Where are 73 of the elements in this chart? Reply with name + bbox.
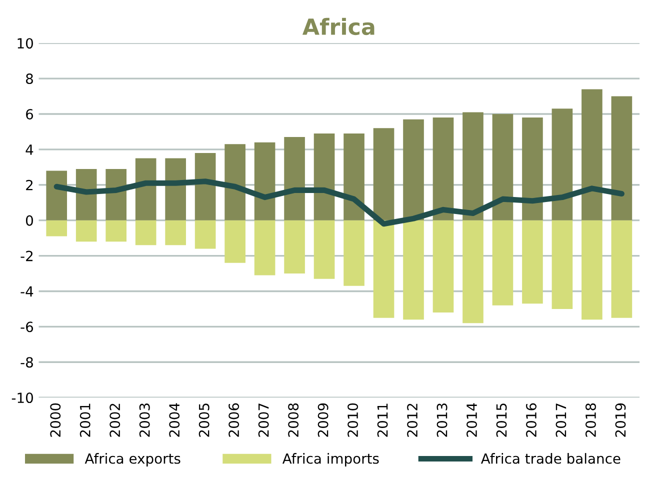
y-tick-label: -10 xyxy=(12,392,33,404)
bar xyxy=(254,220,276,276)
bar xyxy=(76,220,97,242)
y-tick-label: -8 xyxy=(20,357,33,368)
bar xyxy=(254,142,276,220)
x-tick-label: 2007 xyxy=(258,404,269,437)
y-tick-label: -2 xyxy=(20,250,33,262)
bar xyxy=(522,118,543,220)
x-tick-label: 2011 xyxy=(377,404,388,437)
bar xyxy=(611,96,632,220)
x-tick-label: 2008 xyxy=(288,403,299,437)
x-tick-label: 2006 xyxy=(228,403,240,437)
y-tick-label: 6 xyxy=(26,108,34,120)
bar xyxy=(284,220,305,274)
legend-label: Africa imports xyxy=(282,453,379,466)
x-tick-label: 2002 xyxy=(110,404,120,437)
bar xyxy=(46,170,68,220)
bar xyxy=(224,220,246,263)
x-tick-label: 2013 xyxy=(436,404,448,437)
bar xyxy=(373,128,394,220)
x-tick-label: 2018 xyxy=(585,403,596,437)
x-tick-label: 2014 xyxy=(466,403,478,437)
bar xyxy=(462,112,484,220)
bar xyxy=(165,158,186,220)
bar xyxy=(462,220,484,324)
y-tick-label: -4 xyxy=(20,286,34,297)
x-tick-label: 2012 xyxy=(407,404,418,437)
y-tick-label: 2 xyxy=(26,180,33,190)
bar xyxy=(135,220,156,246)
x-tick-label: 2015 xyxy=(496,404,507,437)
x-tick-label: 2000 xyxy=(50,403,61,437)
bar xyxy=(46,220,68,236)
x-tick-label: 2016 xyxy=(526,403,536,437)
x-tick-label: 2019 xyxy=(615,403,626,437)
bar xyxy=(344,220,364,286)
bar xyxy=(492,220,514,306)
y-tick-label: -6 xyxy=(20,322,34,332)
bar xyxy=(582,220,602,320)
bar xyxy=(552,108,573,220)
bar xyxy=(403,220,424,320)
bar xyxy=(552,220,573,309)
bar xyxy=(106,220,126,242)
legend-label: Africa trade balance xyxy=(480,453,620,464)
bar xyxy=(373,220,394,318)
bar xyxy=(403,119,424,220)
bar xyxy=(194,152,216,220)
bar xyxy=(522,220,543,304)
bar xyxy=(135,158,156,220)
legend-label: Africa exports xyxy=(84,453,180,466)
bar xyxy=(432,220,454,312)
y-tick-label: 4 xyxy=(26,144,34,155)
x-tick-label: 2005 xyxy=(198,404,210,437)
bar xyxy=(314,220,335,279)
bar xyxy=(224,144,246,220)
bar xyxy=(314,133,335,220)
chart-title: Africa xyxy=(302,18,374,36)
bar xyxy=(165,220,186,246)
bar xyxy=(344,133,364,220)
bar xyxy=(492,114,514,220)
y-tick-label: 0 xyxy=(26,215,33,226)
x-tick-label: 2017 xyxy=(556,404,566,437)
x-tick-label: 2004 xyxy=(169,403,180,437)
bar xyxy=(432,118,454,220)
y-tick-label: 8 xyxy=(26,74,33,84)
x-tick-label: 2003 xyxy=(139,404,150,437)
x-tick-label: 2009 xyxy=(318,403,328,437)
bar xyxy=(194,220,216,249)
x-tick-label: 2001 xyxy=(80,404,90,437)
bar xyxy=(582,89,602,220)
bar xyxy=(611,220,632,318)
bar xyxy=(284,137,305,220)
x-tick-label: 2010 xyxy=(348,403,358,437)
y-tick-label: 10 xyxy=(18,38,33,49)
